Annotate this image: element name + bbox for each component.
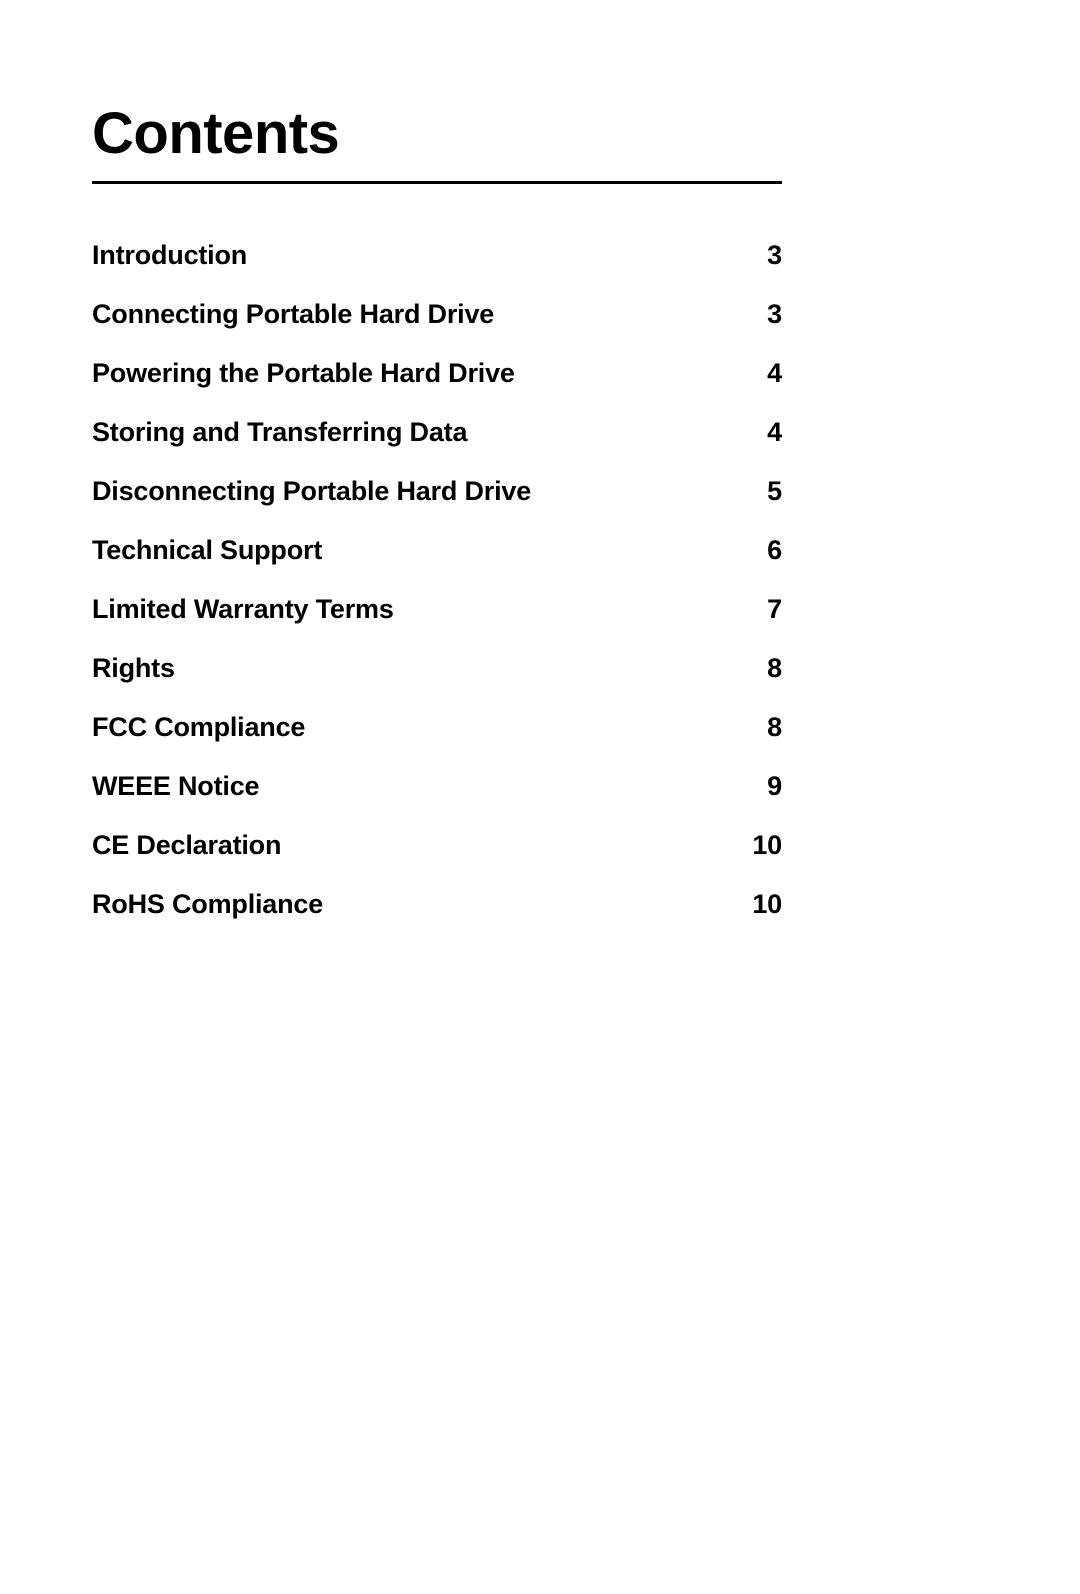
toc-entry-label: Storing and Transferring Data: [92, 419, 742, 446]
toc-entry[interactable]: WEEE Notice9: [92, 757, 782, 816]
toc-entry[interactable]: CE Declaration10: [92, 816, 782, 875]
toc-entry[interactable]: Technical Support6: [92, 521, 782, 580]
toc-entry-page: 3: [742, 301, 782, 328]
toc-entry-label: Powering the Portable Hard Drive: [92, 360, 742, 387]
toc-entry-page: 6: [742, 537, 782, 564]
toc-entry[interactable]: Powering the Portable Hard Drive4: [92, 344, 782, 403]
toc-entry-label: WEEE Notice: [92, 773, 742, 800]
toc-entry[interactable]: Disconnecting Portable Hard Drive5: [92, 462, 782, 521]
page-title: Contents: [92, 100, 782, 184]
toc-entry-label: FCC Compliance: [92, 714, 742, 741]
toc-entry[interactable]: Connecting Portable Hard Drive3: [92, 285, 782, 344]
document-page: Contents Introduction3Connecting Portabl…: [0, 0, 1080, 1594]
toc-entry-page: 8: [742, 655, 782, 682]
toc-entry-page: 5: [742, 478, 782, 505]
toc-entry-label: Rights: [92, 655, 742, 682]
toc-entry-page: 9: [742, 773, 782, 800]
toc-entry[interactable]: Introduction3: [92, 226, 782, 285]
toc-entry-page: 8: [742, 714, 782, 741]
toc-entry[interactable]: Rights8: [92, 639, 782, 698]
toc-entry-label: Technical Support: [92, 537, 742, 564]
toc-entry-label: CE Declaration: [92, 832, 742, 859]
toc-entry-page: 3: [742, 242, 782, 269]
table-of-contents: Introduction3Connecting Portable Hard Dr…: [92, 226, 782, 934]
toc-entry-page: 4: [742, 419, 782, 446]
toc-entry-page: 4: [742, 360, 782, 387]
toc-entry-label: Disconnecting Portable Hard Drive: [92, 478, 742, 505]
toc-entry[interactable]: Storing and Transferring Data4: [92, 403, 782, 462]
toc-entry[interactable]: Limited Warranty Terms7: [92, 580, 782, 639]
toc-entry[interactable]: RoHS Compliance10: [92, 875, 782, 934]
toc-entry[interactable]: FCC Compliance8: [92, 698, 782, 757]
toc-entry-label: Introduction: [92, 242, 742, 269]
toc-entry-page: 10: [742, 832, 782, 859]
toc-entry-label: Limited Warranty Terms: [92, 596, 742, 623]
toc-entry-label: Connecting Portable Hard Drive: [92, 301, 742, 328]
toc-entry-page: 10: [742, 891, 782, 918]
toc-entry-page: 7: [742, 596, 782, 623]
toc-entry-label: RoHS Compliance: [92, 891, 742, 918]
